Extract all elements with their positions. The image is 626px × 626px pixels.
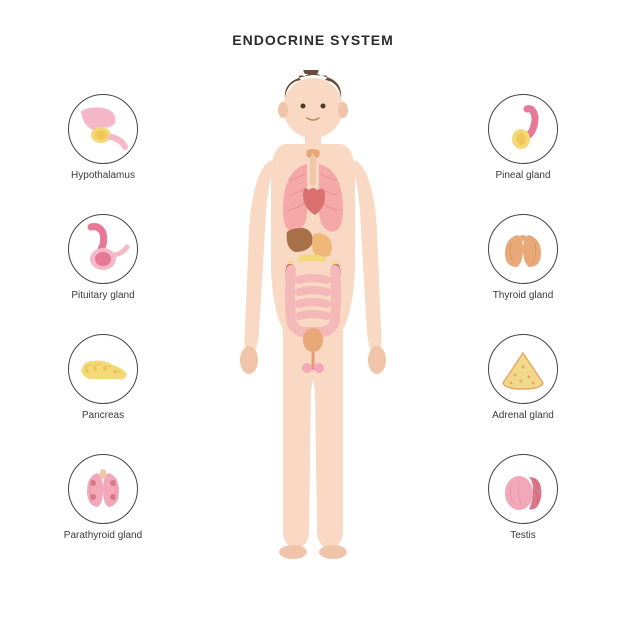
parathyroid-icon (68, 454, 138, 524)
gland-pituitary: Pituitary gland (48, 214, 158, 301)
gland-testis: Testis (468, 454, 578, 541)
gland-hypothalamus: Hypothalamus (48, 94, 158, 181)
gland-label: Pituitary gland (71, 290, 134, 301)
testis-icon (488, 454, 558, 524)
gland-label: Testis (510, 530, 536, 541)
gland-adrenal: Adrenal gland (468, 334, 578, 421)
gland-label: Adrenal gland (492, 410, 554, 421)
pituitary-icon (68, 214, 138, 284)
gland-label: Pineal gland (495, 170, 550, 181)
pineal-icon (488, 94, 558, 164)
diagram-title: ENDOCRINE SYSTEM (232, 32, 393, 48)
human-figure (213, 70, 413, 565)
thyroid-icon (488, 214, 558, 284)
hypothalamus-icon (68, 94, 138, 164)
gland-pancreas: Pancreas (48, 334, 158, 421)
gland-thyroid: Thyroid gland (468, 214, 578, 301)
gland-label: Hypothalamus (71, 170, 135, 181)
adrenal-icon (488, 334, 558, 404)
pancreas-icon (68, 334, 138, 404)
gland-parathyroid: Parathyroid gland (48, 454, 158, 541)
gland-label: Pancreas (82, 410, 124, 421)
gland-pineal: Pineal gland (468, 94, 578, 181)
gland-label: Parathyroid gland (64, 530, 142, 541)
gland-label: Thyroid gland (493, 290, 554, 301)
